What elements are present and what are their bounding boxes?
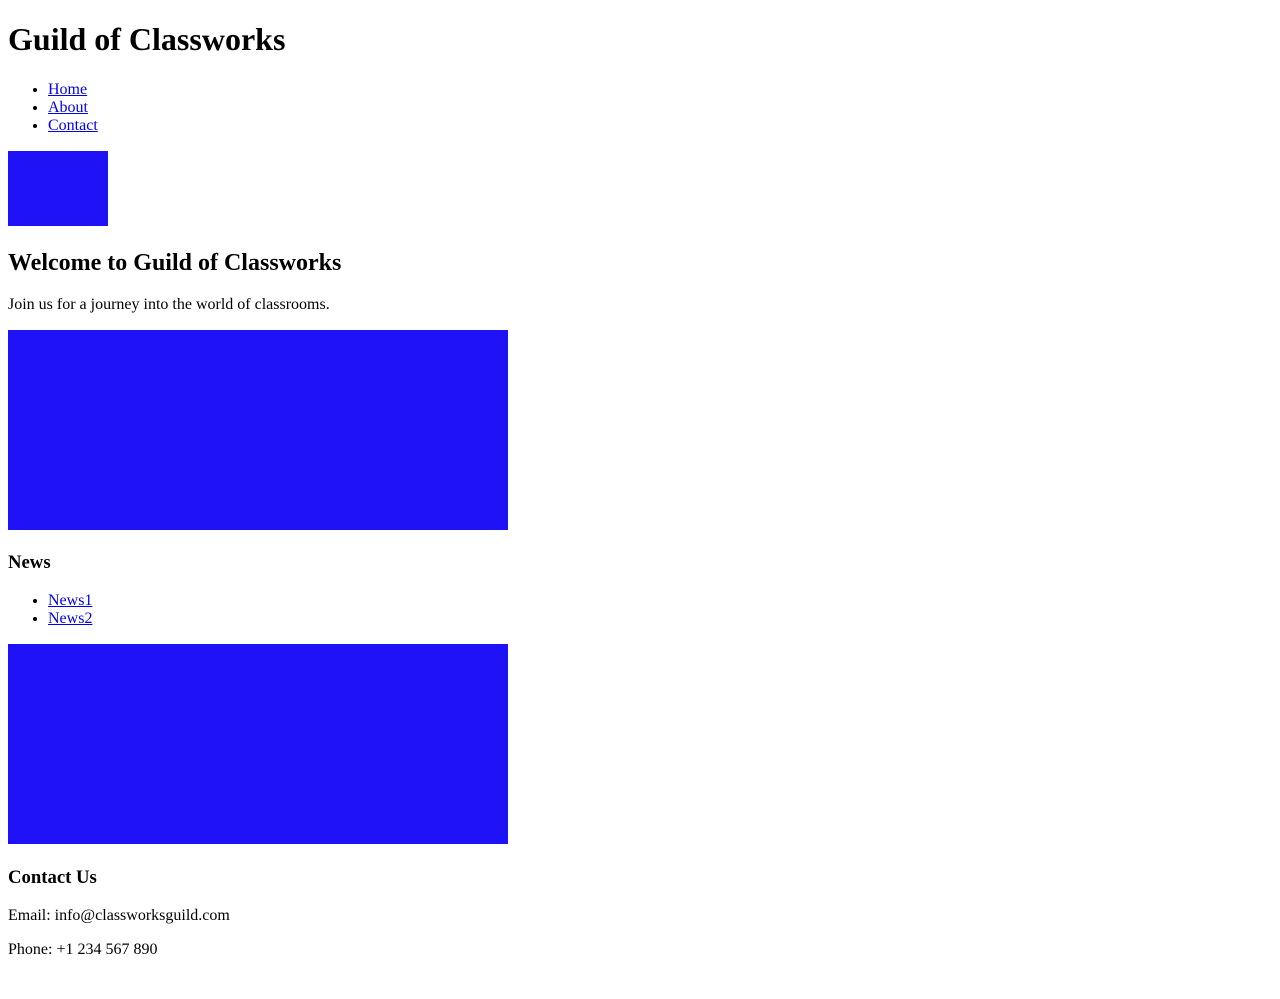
news-item-2: News2 <box>48 610 1272 628</box>
contact-email: Email: info@classworksguild.com <box>8 907 230 924</box>
nav-link-contact[interactable]: Contact <box>48 117 98 134</box>
logo-image <box>8 151 108 226</box>
nav-item-about: About <box>48 99 1272 117</box>
nav-link-about[interactable]: About <box>48 99 88 116</box>
news-heading: News <box>8 552 51 573</box>
news-link-2[interactable]: News2 <box>48 610 93 627</box>
news-item-1: News1 <box>48 592 1272 610</box>
hero-image <box>8 330 508 530</box>
nav-item-home: Home <box>48 81 1272 99</box>
news-list: News1 News2 <box>8 592 1272 628</box>
nav-item-contact: Contact <box>48 117 1272 135</box>
news-link-1[interactable]: News1 <box>48 592 93 609</box>
welcome-text: Join us for a journey into the world of … <box>8 296 330 313</box>
contact-phone: Phone: +1 234 567 890 <box>8 941 158 958</box>
news-image <box>8 644 508 844</box>
nav-link-home[interactable]: Home <box>48 81 88 98</box>
main-nav: Home About Contact <box>8 81 1272 135</box>
welcome-heading: Welcome to Guild of Classworks <box>8 250 342 276</box>
page: Guild of Classworks Home About Contact W… <box>0 21 1280 959</box>
contact-heading: Contact Us <box>8 867 97 888</box>
site-title: Guild of Classworks <box>8 21 286 57</box>
